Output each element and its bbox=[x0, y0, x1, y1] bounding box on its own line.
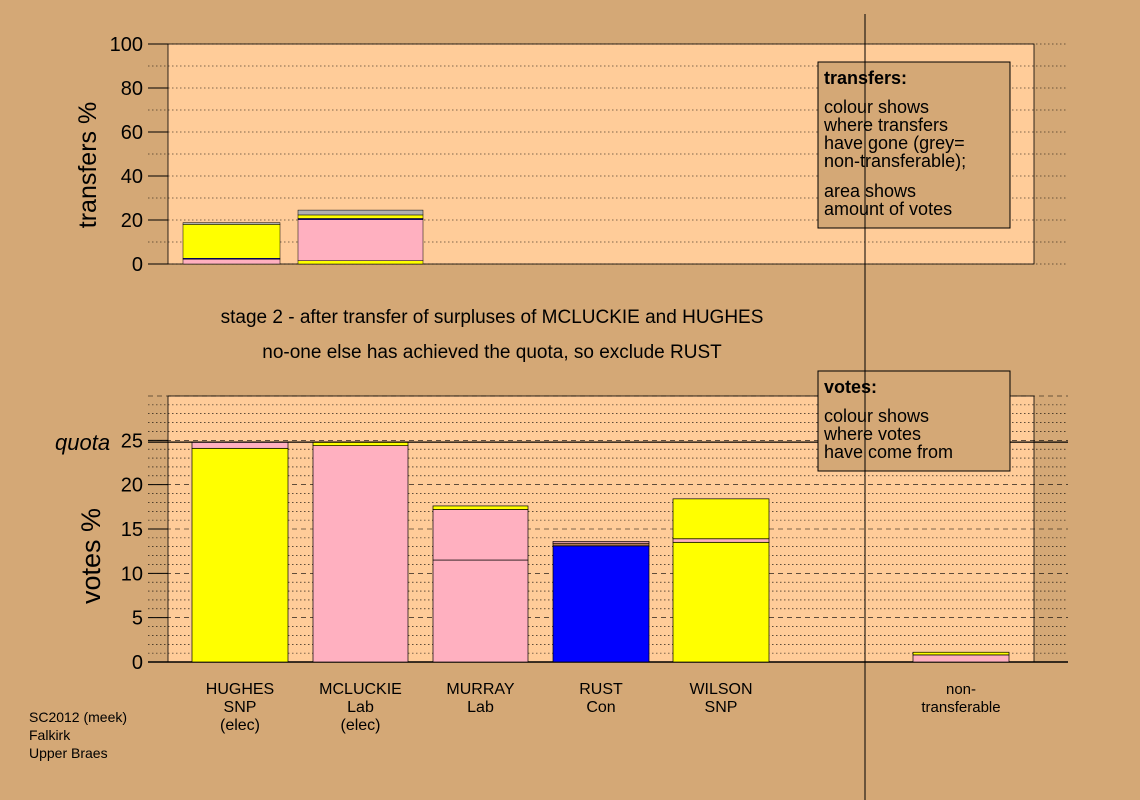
votes-tick-label: 15 bbox=[121, 519, 143, 541]
transfers-tick-label: 0 bbox=[132, 254, 143, 276]
stage-title: stage 2 - after transfer of surpluses of… bbox=[221, 307, 764, 328]
stage-subtitle: no-one else has achieved the quota, so e… bbox=[262, 342, 722, 363]
votes-bar-segment bbox=[552, 545, 650, 663]
transfers-bars bbox=[182, 209, 424, 265]
votes-category-label: MURRAY bbox=[446, 681, 514, 698]
footer: SC2012 (meek) Falkirk Upper Braes bbox=[29, 709, 127, 761]
transfers-bar-segment bbox=[297, 260, 424, 265]
votes-category-label: RUST bbox=[579, 681, 623, 698]
transfers-bar-segment bbox=[297, 214, 424, 219]
votes-gridlines bbox=[148, 395, 1068, 663]
votes-category-label: WILSON bbox=[689, 681, 752, 698]
votes-bar-segment bbox=[912, 651, 1010, 656]
transfers-y-ticks: 0 20 40 60 80 100 bbox=[110, 34, 168, 276]
votes-y-axis-label: votes % bbox=[76, 508, 106, 604]
transfers-legend: transfers: colour shows where transfers … bbox=[817, 61, 1011, 229]
votes-category-label: (elec) bbox=[220, 717, 260, 734]
votes-category-label: Lab bbox=[467, 699, 494, 716]
votes-bar-segment bbox=[672, 498, 770, 540]
transfers-chart: 0 20 40 60 80 100 transfers % transfers: colo… bbox=[74, 34, 1068, 276]
votes-legend-line: where votes bbox=[823, 424, 921, 444]
transfers-tick-label: 40 bbox=[121, 166, 143, 188]
votes-category-label: Lab bbox=[347, 699, 374, 716]
transfers-bar-segment bbox=[182, 222, 281, 225]
votes-tick-label: 5 bbox=[132, 608, 143, 630]
transfers-legend-line: colour shows bbox=[824, 97, 929, 117]
transfers-tick-label: 100 bbox=[110, 34, 143, 56]
votes-bar-segment bbox=[552, 541, 650, 544]
footer-line: Upper Braes bbox=[29, 745, 108, 761]
votes-bar-segment bbox=[672, 541, 770, 663]
transfers-legend-line: area shows bbox=[824, 181, 916, 201]
votes-tick-label: 20 bbox=[121, 475, 143, 497]
votes-y-ticks: 0 5 10 15 20 25 bbox=[121, 430, 168, 674]
votes-category-label: SNP bbox=[705, 699, 738, 716]
votes-bar-segment bbox=[552, 542, 650, 547]
votes-category-label: transferable bbox=[921, 699, 1000, 716]
votes-tick-label: 0 bbox=[132, 652, 143, 674]
votes-tick-label: 25 bbox=[121, 430, 143, 452]
transfers-tick-label: 60 bbox=[121, 122, 143, 144]
votes-bar-segment bbox=[912, 654, 1010, 663]
votes-category-label: (elec) bbox=[340, 717, 380, 734]
votes-tick-label: 10 bbox=[121, 563, 143, 585]
votes-legend: votes: colour shows where votes have com… bbox=[817, 370, 1011, 472]
votes-bar-segment bbox=[312, 445, 409, 663]
votes-legend-line: colour shows bbox=[824, 406, 929, 426]
transfers-legend-box bbox=[817, 61, 1011, 229]
votes-bar-segment bbox=[432, 559, 529, 663]
transfers-bar-segment bbox=[297, 219, 424, 261]
footer-line: Falkirk bbox=[29, 727, 71, 743]
votes-legend-box bbox=[817, 370, 1011, 472]
votes-bar-segment bbox=[432, 509, 529, 561]
footer-line: SC2012 (meek) bbox=[29, 709, 127, 725]
transfers-legend-title: transfers: bbox=[824, 68, 907, 88]
transfers-legend-line: have gone (grey= bbox=[824, 133, 965, 153]
votes-bar-segment bbox=[432, 505, 529, 510]
quota-label: quota bbox=[55, 430, 110, 455]
votes-category-label: MCLUCKIE bbox=[319, 681, 402, 698]
transfers-legend-line: where transfers bbox=[823, 115, 948, 135]
votes-legend-line: have come from bbox=[824, 442, 953, 462]
votes-category-label: Con bbox=[586, 699, 615, 716]
votes-bar-segment bbox=[672, 538, 770, 543]
votes-category-label: HUGHES bbox=[206, 681, 274, 698]
transfers-y-axis-label: transfers % bbox=[74, 102, 102, 228]
transfers-bar-segment bbox=[182, 224, 281, 259]
votes-category-labels: HUGHESSNP(elec)MCLUCKIELab(elec)MURRAYLa… bbox=[206, 681, 1001, 734]
transfers-legend-line: amount of votes bbox=[824, 199, 952, 219]
transfers-tick-label: 20 bbox=[121, 210, 143, 232]
votes-legend-title: votes: bbox=[824, 377, 877, 397]
transfers-bar-segment bbox=[297, 209, 424, 216]
transfers-tick-label: 80 bbox=[121, 78, 143, 100]
transfers-bar-segment bbox=[182, 258, 281, 265]
votes-bars bbox=[191, 441, 1010, 663]
transfers-legend-line: non-transferable); bbox=[824, 151, 966, 171]
votes-category-label: non- bbox=[946, 681, 976, 698]
votes-bar-segment bbox=[191, 441, 289, 449]
votes-bar-segment bbox=[191, 447, 289, 663]
votes-category-label: SNP bbox=[224, 699, 257, 716]
